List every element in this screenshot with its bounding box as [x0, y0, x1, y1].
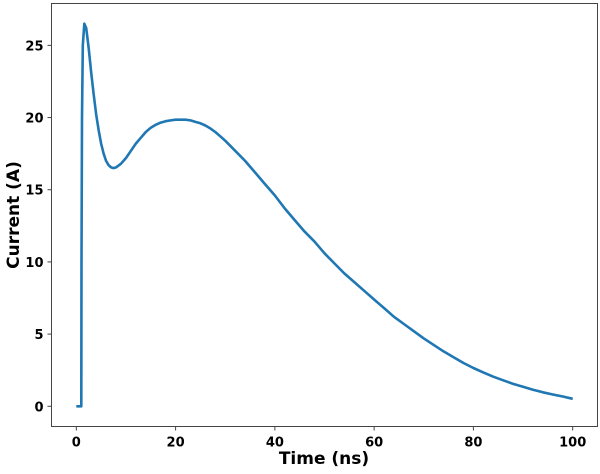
- x-axis-label: Time (ns): [279, 449, 369, 469]
- y-tick-label: 20: [25, 112, 43, 127]
- plot-frame: [51, 3, 598, 427]
- x-tick-label: 60: [365, 436, 383, 451]
- y-tick-label: 10: [25, 256, 43, 271]
- y-tick-label: 15: [25, 184, 43, 199]
- x-tick-label: 20: [167, 436, 185, 451]
- y-tick-label: 0: [34, 400, 43, 415]
- y-tick-label: 5: [34, 328, 43, 343]
- x-tick-label: 100: [559, 436, 586, 451]
- y-axis-label: Current (A): [4, 161, 24, 269]
- x-tick-label: 40: [266, 436, 284, 451]
- series-line: [76, 22, 573, 408]
- y-tick-label: 25: [25, 39, 43, 54]
- x-tick-label: 0: [72, 436, 81, 451]
- x-tick-label: 80: [464, 436, 482, 451]
